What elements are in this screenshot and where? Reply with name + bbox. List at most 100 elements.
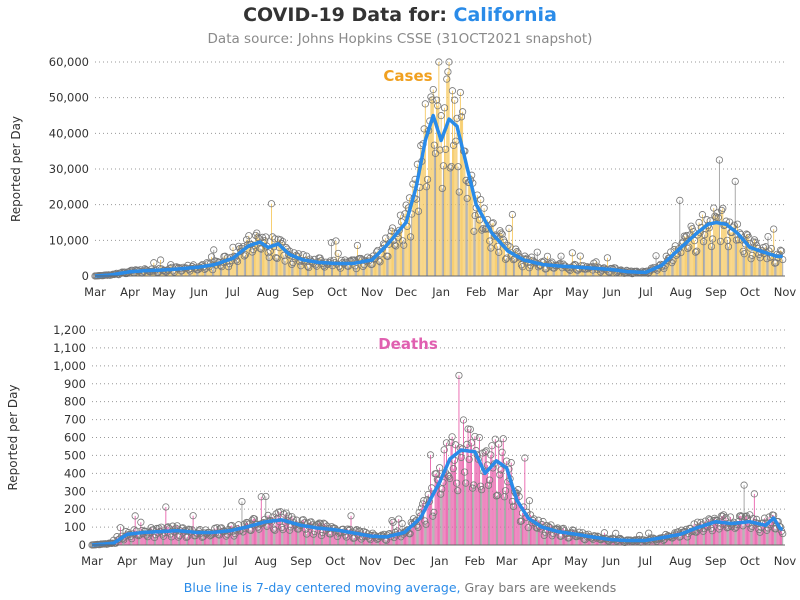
deaths-daily-bar (259, 524, 261, 545)
cases-daily-bar (375, 258, 376, 276)
deaths-daily-bar (232, 531, 234, 545)
cases-daily-bar (372, 255, 374, 276)
deaths-daily-bar (655, 539, 656, 545)
cases-daily-bar (773, 229, 775, 276)
deaths-daily-marker (459, 416, 468, 424)
cases-daily-bar (398, 230, 400, 276)
deaths-daily-marker (482, 447, 490, 455)
cases-daily-bar (506, 258, 508, 276)
deaths-xtick-label: Aug (669, 554, 691, 568)
cases-daily-bar (257, 237, 259, 276)
deaths-daily-bar (709, 520, 711, 545)
cases-xtick-label: Jul (225, 285, 240, 299)
deaths-daily-bar (463, 419, 464, 545)
deaths-daily-bar (177, 537, 179, 545)
cases-daily-bar (695, 252, 697, 276)
deaths-daily-bar (698, 527, 700, 545)
deaths-daily-bar (490, 454, 492, 545)
cases-daily-bar (231, 260, 233, 276)
deaths-daily-bar (502, 438, 504, 545)
cases-daily-bar (558, 264, 560, 276)
deaths-daily-bar (204, 533, 205, 545)
deaths-daily-bar (451, 436, 453, 545)
deaths-daily-bar (499, 474, 501, 545)
cases-daily-bar (268, 257, 270, 276)
cases-daily-bar (401, 221, 402, 276)
deaths-daily-bar (573, 530, 575, 545)
cases-daily-bar (387, 256, 389, 276)
deaths-daily-bar (238, 524, 239, 545)
cases-daily-marker (392, 242, 400, 250)
deaths-daily-bar (369, 539, 371, 545)
deaths-daily-bar (433, 512, 435, 545)
deaths-daily-bar (518, 496, 520, 545)
cases-daily-bar (504, 242, 505, 276)
deaths-daily-bar (472, 488, 474, 545)
deaths-daily-bar (399, 532, 401, 545)
cases-daily-bar (222, 262, 224, 276)
deaths-daily-bar (509, 478, 511, 545)
deaths-daily-marker (262, 492, 270, 501)
deaths-daily-bar (680, 536, 681, 545)
cases-daily-bar (685, 237, 686, 276)
cases-daily-bar (397, 237, 399, 276)
deaths-daily-bar (592, 539, 594, 545)
cases-daily-bar (755, 242, 757, 276)
deaths-daily-bar (553, 529, 555, 545)
deaths-daily-bar (334, 528, 336, 545)
cases-daily-bar (237, 261, 238, 276)
cases-daily-marker (352, 265, 360, 273)
deaths-daily-marker (182, 533, 190, 542)
cases-daily-bar (258, 238, 260, 276)
cases-xtick-label: Nov (361, 285, 384, 299)
cases-daily-marker (509, 256, 518, 264)
deaths-xtick-label: Mar (81, 554, 103, 568)
cases-daily-bar (254, 245, 255, 276)
cases-daily-marker (327, 239, 336, 247)
deaths-daily-bar (744, 516, 746, 545)
deaths-daily-bar (185, 537, 187, 545)
cases-daily-bar (625, 272, 626, 276)
deaths-daily-bar (705, 521, 706, 545)
deaths-daily-bar (580, 536, 581, 545)
deaths-daily-bar (148, 533, 150, 545)
deaths-daily-bar (306, 534, 308, 545)
deaths-daily-marker (429, 512, 437, 520)
deaths-daily-marker (498, 448, 506, 456)
deaths-daily-bar (720, 515, 722, 545)
deaths-daily-marker (635, 531, 644, 540)
cases-daily-bar (446, 79, 448, 276)
deaths-daily-marker (457, 453, 465, 462)
cases-daily-bar (316, 266, 318, 276)
deaths-xtick-label: May (149, 554, 173, 568)
deaths-daily-bar (453, 460, 455, 545)
cases-daily-marker (652, 252, 660, 260)
deaths-daily-bar (539, 526, 541, 545)
deaths-daily-marker (524, 524, 532, 532)
deaths-daily-bar (263, 522, 264, 545)
deaths-daily-bar (536, 528, 538, 545)
deaths-daily-marker (756, 528, 764, 536)
cases-daily-bar (761, 250, 763, 276)
deaths-daily-bar (315, 525, 317, 545)
deaths-daily-marker (420, 497, 428, 505)
cases-daily-marker (428, 96, 436, 104)
cases-daily-bar (249, 244, 251, 276)
deaths-daily-marker (475, 433, 483, 442)
cases-daily-bar (462, 111, 464, 277)
deaths-ytick-label: 0 (79, 538, 86, 552)
deaths-daily-marker (508, 497, 516, 506)
deaths-daily-bar (713, 520, 714, 545)
cases-daily-marker (682, 231, 691, 240)
cases-daily-marker (724, 243, 733, 251)
deaths-daily-marker (741, 513, 749, 521)
deaths-daily-bar (489, 480, 491, 545)
cases-daily-bar (127, 271, 129, 276)
deaths-daily-bar (425, 524, 427, 545)
cases-daily-marker (518, 263, 527, 271)
deaths-daily-bar (725, 517, 727, 545)
deaths-daily-bar (435, 473, 437, 545)
cases-daily-bar (164, 271, 166, 276)
deaths-daily-bar (461, 448, 463, 545)
cases-daily-bar (591, 266, 592, 276)
